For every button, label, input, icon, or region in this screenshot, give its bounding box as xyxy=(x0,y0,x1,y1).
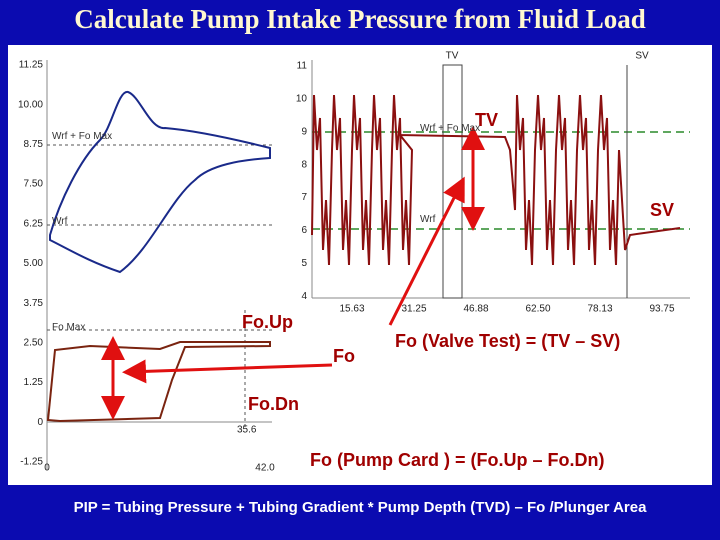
y-tick-label: 7.50 xyxy=(24,179,44,190)
curve-label: Wrf xyxy=(420,214,436,225)
marker-label: SV xyxy=(635,51,649,62)
curve-label: Wrf + Fo Max xyxy=(420,123,480,134)
annotation: Fo (Valve Test) = (TV – SV) xyxy=(395,331,620,351)
y-tick-label: 9 xyxy=(301,126,307,137)
y-tick-label: 6.25 xyxy=(24,218,44,229)
x-tick-label: 62.50 xyxy=(525,304,550,315)
y-tick-label: 2.50 xyxy=(24,338,44,349)
curve-label: Wrf xyxy=(52,216,68,227)
pressure-trace xyxy=(311,94,681,266)
y-tick-label: 5 xyxy=(301,258,307,269)
curve-label: Wrf + Fo Max xyxy=(52,131,112,142)
annotation: Fo (Pump Card ) = (Fo.Up – Fo.Dn) xyxy=(310,450,604,470)
annotation: Fo xyxy=(333,346,355,366)
annotation: SV xyxy=(650,200,674,220)
arrow xyxy=(388,176,465,326)
y-tick-label: 11.25 xyxy=(19,60,44,71)
title: Calculate Pump Intake Pressure from Flui… xyxy=(74,4,646,34)
card-curve xyxy=(49,91,271,274)
y-tick-label: 6 xyxy=(301,225,307,236)
y-tick-label: 5.00 xyxy=(24,258,44,269)
curve-label: Fo Max xyxy=(52,322,85,333)
x-tick-label: 93.75 xyxy=(649,304,674,315)
x-tick-label: 15.63 xyxy=(339,304,364,315)
y-tick-label: -1.25 xyxy=(20,457,43,468)
y-tick-label: 1.25 xyxy=(24,377,44,388)
y-tick-label: 7 xyxy=(301,192,307,203)
annotation: TV xyxy=(475,110,498,130)
y-tick-label: 3.75 xyxy=(24,298,44,309)
card-curve xyxy=(46,341,271,423)
annotation: Fo.Up xyxy=(242,312,293,332)
y-tick-label: 11 xyxy=(297,61,308,72)
x-tick-label: 31.25 xyxy=(401,304,426,315)
y-tick-label: 8 xyxy=(301,159,307,170)
y-tick-label: 8.75 xyxy=(24,139,44,150)
x-tick-label: 42.0 xyxy=(255,463,275,474)
marker-label: TV xyxy=(446,51,459,62)
y-tick-label: 4 xyxy=(301,291,307,302)
marker-label: 35.6 xyxy=(237,425,257,436)
y-tick-label: 10.00 xyxy=(18,99,43,110)
y-tick-label: 0 xyxy=(37,417,43,428)
annotation: Fo.Dn xyxy=(248,394,299,414)
footer-formula: PIP = Tubing Pressure + Tubing Gradient … xyxy=(74,499,648,516)
x-tick-label: 0 xyxy=(44,463,50,474)
arrow xyxy=(122,359,333,384)
y-tick-label: 10 xyxy=(296,94,308,105)
x-tick-label: 46.88 xyxy=(463,304,488,315)
x-tick-label: 78.13 xyxy=(587,304,612,315)
